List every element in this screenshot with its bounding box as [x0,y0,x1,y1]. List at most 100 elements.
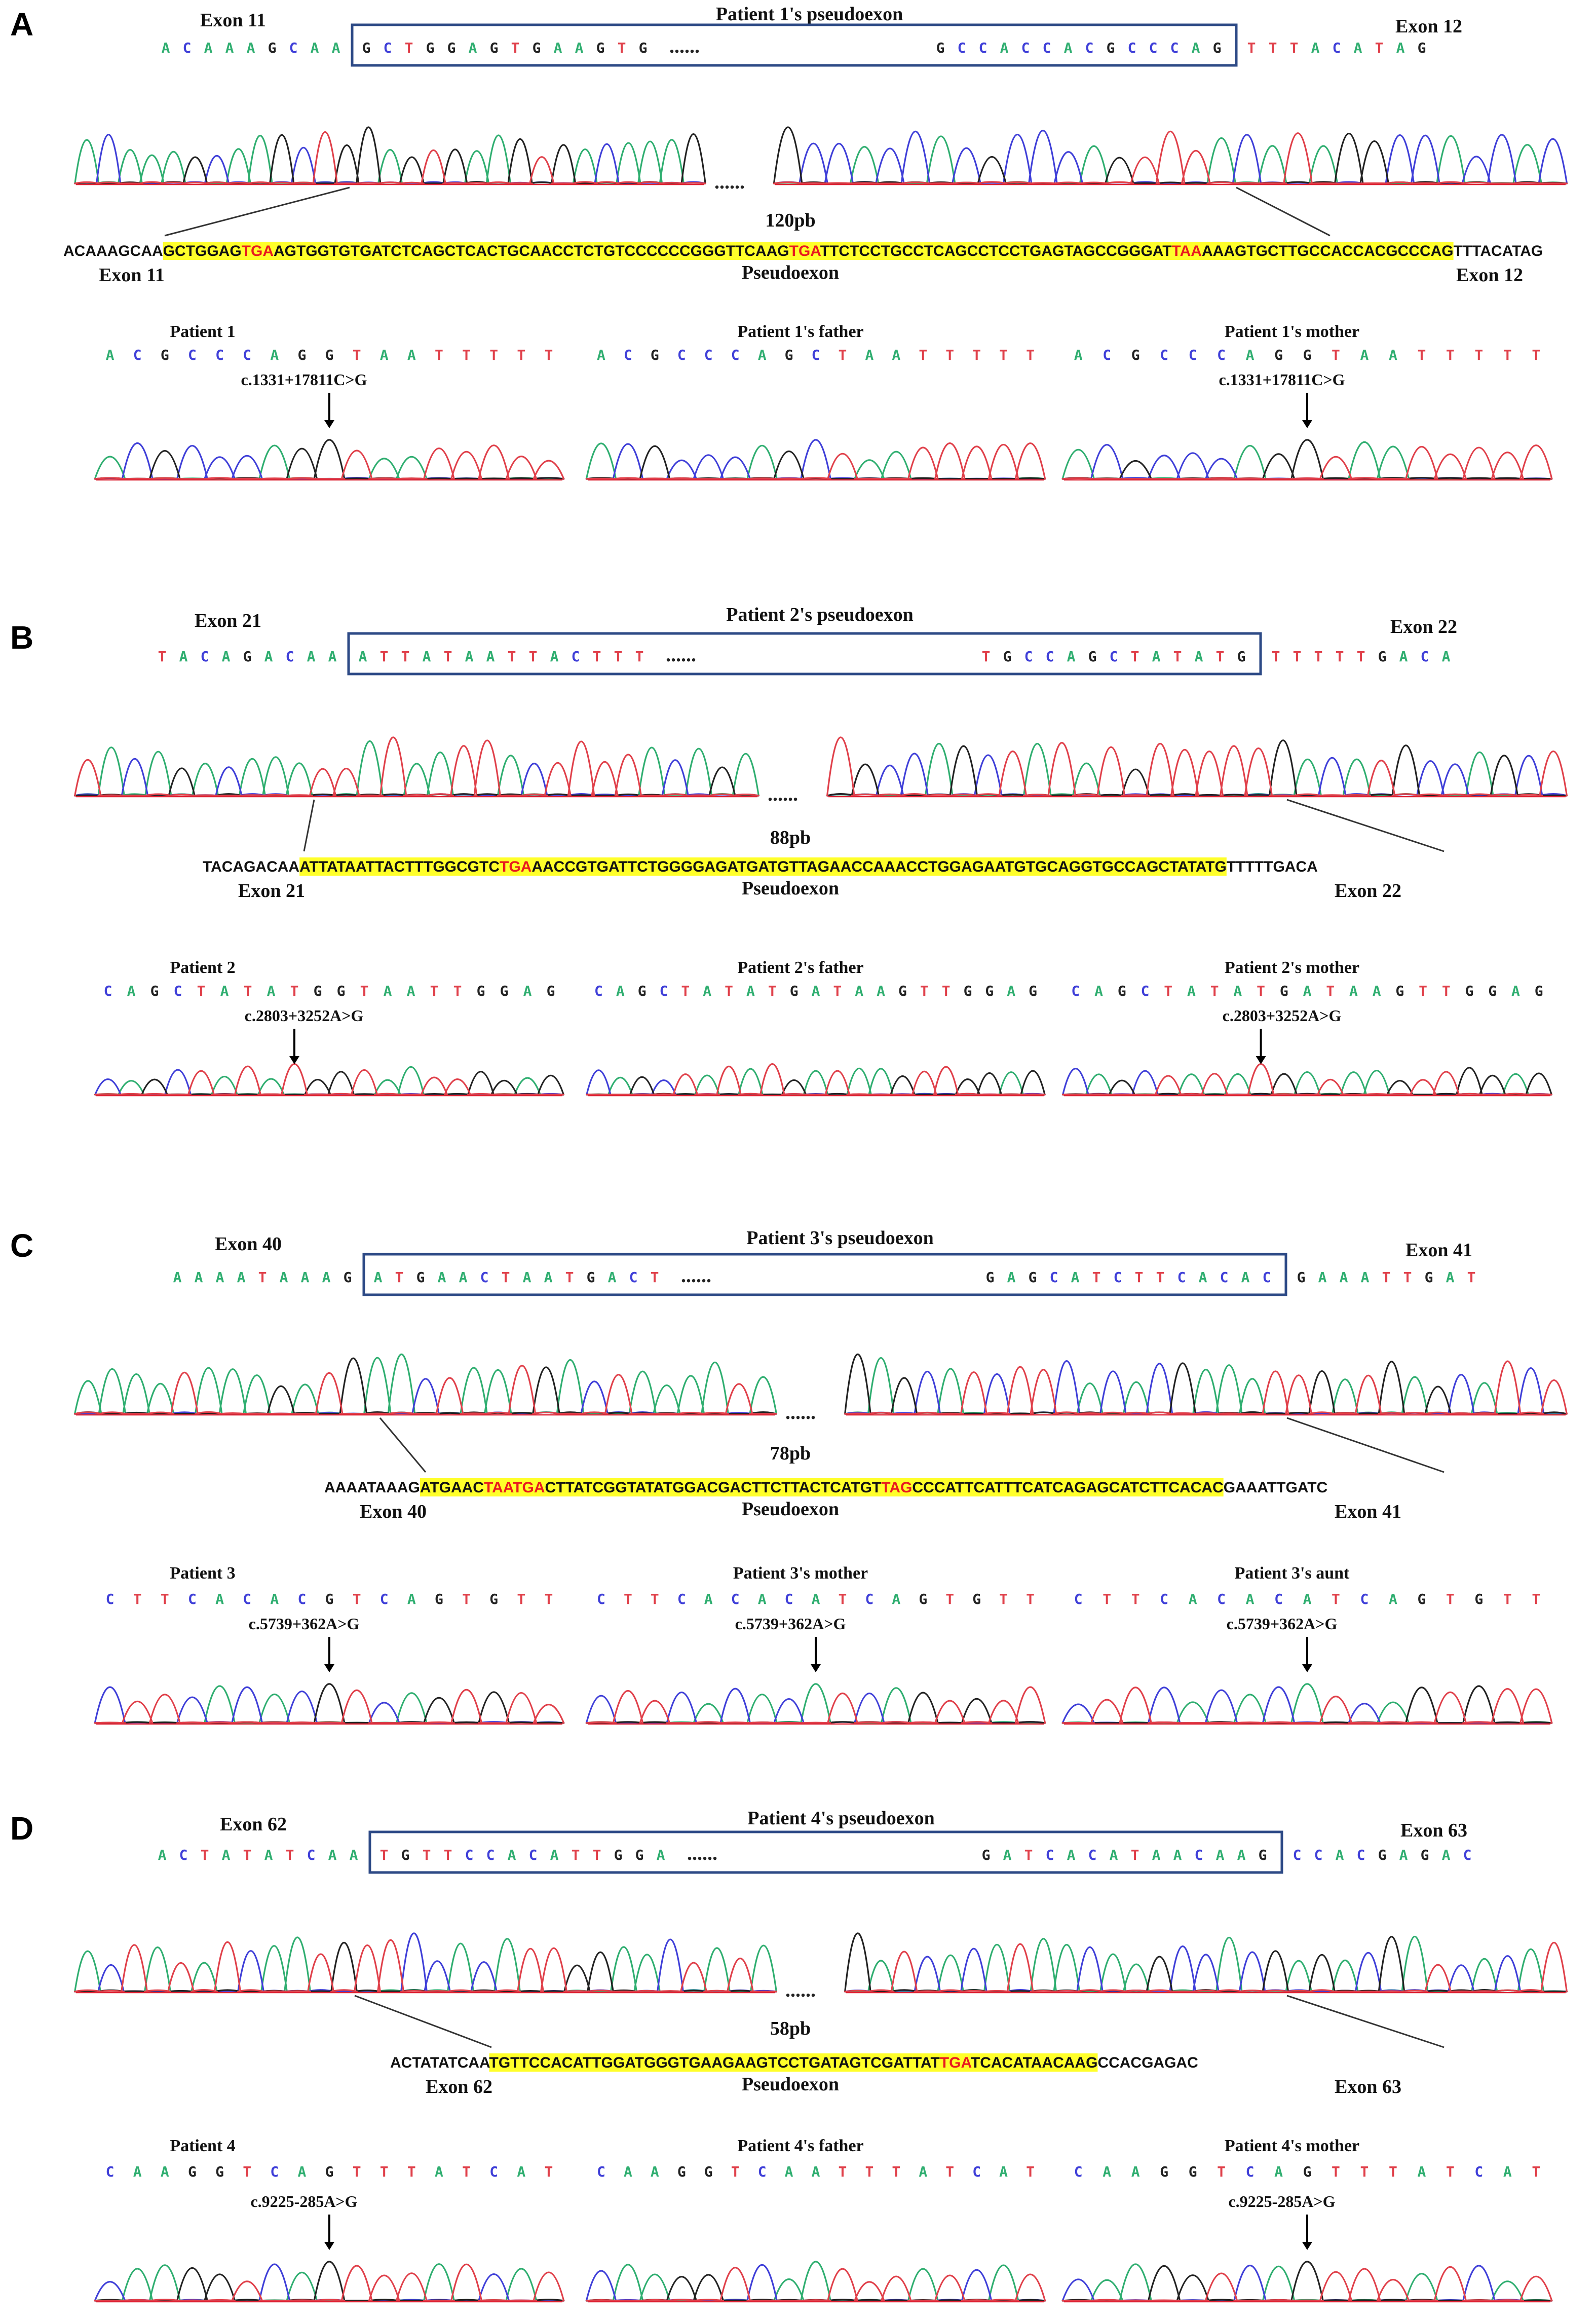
member-name: Patient 2's father [737,958,863,977]
trace-t [74,1939,777,1993]
panel-letter: B [10,619,33,656]
base-call: T [892,2163,900,2180]
base-call: T [286,1847,294,1863]
base-call: T [380,1847,389,1863]
exon-right-label: Exon 22 [1390,616,1457,638]
base-call: T [453,983,462,999]
base-call: T [353,2163,361,2180]
mutation-arrow [1302,393,1312,428]
base-call: A [469,40,477,56]
base-call: T [833,983,842,999]
member-name: Patient 1's mother [1225,322,1359,341]
stop-codon: TAG [881,1479,912,1496]
base-call: A [237,1269,246,1286]
base-call: T [380,648,389,665]
base-call: C [188,347,197,363]
base-call: A [486,648,495,665]
trace-a [586,1068,1046,1096]
member-name: Patient 3's aunt [1235,1564,1350,1583]
pseudoexon-title: Patient 4's pseudoexon [747,1808,934,1829]
base-call: G [547,983,555,999]
connector-left [379,1417,427,1473]
pseudoexon-title: Patient 1's pseudoexon [716,4,903,25]
base-call: G [490,40,499,56]
reference-sequence: TACAGACAAATTATAATTACTTTGGCGTCTGAAACCGTGA… [203,858,1318,875]
base-call: C [597,1591,605,1607]
base-call: C [1357,1847,1365,1863]
base-call: G [1421,1847,1429,1863]
base-call: T [1357,648,1365,665]
base-call: A [247,40,255,56]
base-call: A [270,1591,279,1607]
base-call: G [1280,983,1288,999]
trace-a [74,1354,777,1415]
base-call: A [1349,983,1358,999]
base-call: T [1446,347,1455,363]
base-call: A [1064,40,1073,56]
stop-codon: TAATGA [484,1479,545,1496]
trace-t [585,442,1046,480]
pseudoexon-segment: TTCTCCTGCCTCAGCCTCCTGAGTAGCCGGGAT [820,243,1172,259]
trace-a [585,2261,1046,2302]
base-call: T [1382,1269,1391,1286]
base-call: T [405,40,413,56]
mutation-label: c.5739+362A>G [735,1615,846,1633]
chromatogram [586,1063,1046,1097]
base-call: G [150,983,159,999]
base-call: G [447,40,456,56]
mutation-label: c.2803+3252A>G [1223,1006,1342,1025]
base-call: T [593,1847,601,1863]
base-call: G [215,2163,224,2180]
base-call: A [1241,1269,1250,1286]
base-call: A [222,1847,231,1863]
base-call: A [1003,1847,1012,1863]
trace-t [94,1063,564,1096]
base-call: C [1217,347,1226,363]
base-call: G [1213,40,1222,56]
flank-left: ACAAAGCAA [63,243,163,259]
base-call: T [1026,1591,1035,1607]
pseudoexon-segment: ATGAAC [420,1479,484,1496]
base-call: A [215,1591,224,1607]
base-call: C [1421,648,1429,665]
member-name: Patient 1 [170,322,235,341]
pseudoexon-highlight [420,1478,1224,1496]
base-call: C [785,1591,793,1607]
connector-right [1236,186,1331,237]
base-call: G [1303,347,1312,363]
base-call: A [173,1269,182,1286]
base-call: T [1024,1847,1033,1863]
base-call: C [1360,1591,1369,1607]
base-call: C [1103,347,1111,363]
base-call: T [1389,2163,1397,2180]
base-call: A [1152,1847,1161,1863]
base-call: T [1446,2163,1455,2180]
chromatogram [773,126,1568,185]
base-call: A [106,347,115,363]
pseudoexon-highlight [489,2053,1098,2072]
base-call: A [1237,1847,1246,1863]
base-call: A [550,648,559,665]
base-call: A [517,2163,525,2180]
ref-exon-left: Exon 40 [360,1501,427,1522]
base-call: A [1396,40,1405,56]
pseudoexon-label: Pseudoexon [742,1498,839,1520]
base-call: T [865,2163,873,2180]
base-call: G [325,1591,334,1607]
base-call: T [972,347,981,363]
base-call: T [1216,648,1225,665]
base-call: A [332,40,340,56]
pseudoexon-box [351,23,1238,67]
base-call: T [839,2163,847,2180]
chromatogram [1061,1683,1553,1725]
